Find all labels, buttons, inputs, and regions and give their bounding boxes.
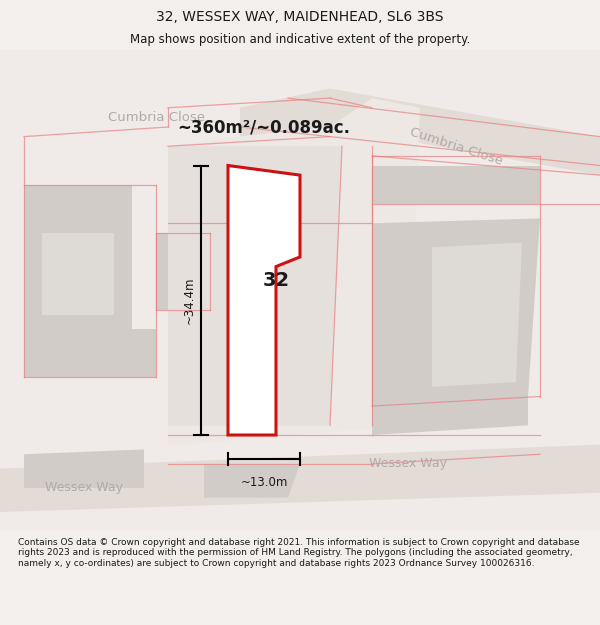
Text: 32, WESSEX WAY, MAIDENHEAD, SL6 3BS: 32, WESSEX WAY, MAIDENHEAD, SL6 3BS: [156, 10, 444, 24]
Text: Cumbria Close: Cumbria Close: [408, 125, 504, 168]
Polygon shape: [0, 444, 600, 512]
Polygon shape: [24, 185, 156, 378]
Polygon shape: [432, 242, 522, 387]
Polygon shape: [372, 218, 540, 406]
Polygon shape: [240, 89, 600, 175]
Polygon shape: [204, 464, 300, 498]
Polygon shape: [228, 166, 300, 435]
Text: Map shows position and indicative extent of the property.: Map shows position and indicative extent…: [130, 32, 470, 46]
Text: 32: 32: [262, 271, 290, 291]
Text: ~34.4m: ~34.4m: [182, 276, 196, 324]
Polygon shape: [24, 449, 144, 488]
Text: Wessex Way: Wessex Way: [369, 458, 447, 471]
Text: ~360m²/~0.089ac.: ~360m²/~0.089ac.: [178, 118, 350, 136]
Polygon shape: [372, 387, 528, 435]
Text: Wessex Way: Wessex Way: [45, 481, 123, 494]
Text: ~13.0m: ~13.0m: [241, 476, 287, 489]
Polygon shape: [372, 166, 540, 204]
Polygon shape: [168, 146, 342, 426]
Polygon shape: [42, 233, 114, 315]
Text: Contains OS data © Crown copyright and database right 2021. This information is : Contains OS data © Crown copyright and d…: [18, 538, 580, 568]
Polygon shape: [168, 98, 420, 444]
Polygon shape: [0, 50, 600, 531]
Polygon shape: [156, 233, 210, 310]
Text: Cumbria Close: Cumbria Close: [108, 111, 205, 124]
